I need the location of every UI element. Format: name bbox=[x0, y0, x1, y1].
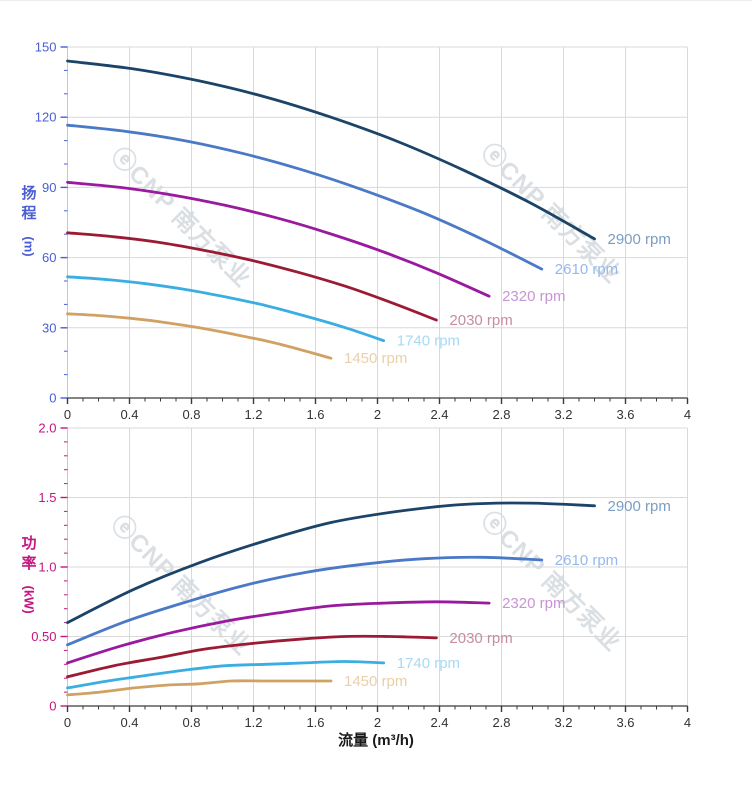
head-y-axis-title: 扬程 (m) bbox=[18, 184, 40, 257]
curve-label-1450-rpm: 1450 rpm bbox=[344, 673, 407, 690]
curve-label-2900-rpm: 2900 rpm bbox=[608, 231, 671, 248]
curve-1740-rpm bbox=[66, 660, 386, 690]
head-vs-flow-grid bbox=[67, 46, 688, 398]
x-tick-label: 2.8 bbox=[492, 715, 510, 730]
x-tick-label: 2 bbox=[374, 407, 381, 422]
y-tick-label: 0 bbox=[49, 699, 56, 714]
y-tick-label: 90 bbox=[42, 180, 56, 195]
flow-x-axis-title: 流量 (m³/h) bbox=[338, 732, 414, 749]
curve-2610-rpm bbox=[66, 123, 544, 271]
curve-2030-rpm bbox=[66, 634, 438, 679]
curve-label-2900-rpm: 2900 rpm bbox=[608, 498, 671, 515]
head-y-axis-unit: (m) bbox=[21, 235, 37, 257]
x-tick-label: 3.6 bbox=[616, 715, 634, 730]
x-tick-label: 0.8 bbox=[182, 715, 200, 730]
x-tick-label: 3.6 bbox=[616, 407, 634, 422]
head-vs-flow-x-axis: 0 0.4 0.8 1.2 1.6 2 2.4 2.8 3.2 3.6 4 bbox=[64, 397, 691, 422]
curve-label-1740-rpm: 1740 rpm bbox=[397, 333, 460, 350]
y-tick-label: 30 bbox=[42, 320, 56, 335]
curve-label-2610-rpm: 2610 rpm bbox=[555, 261, 618, 278]
y-tick-label: 60 bbox=[42, 250, 56, 265]
x-tick-label: 2.4 bbox=[430, 715, 448, 730]
head-vs-flow-chart: 0 30 60 90 120 150 0 0.4 0.8 1.2 1.6 2 2.4 2.8 3.2 3.6 4… bbox=[35, 40, 691, 423]
head-vs-flow-y-axis: 0 30 60 90 120 150 bbox=[35, 40, 68, 406]
curve-label-2030-rpm: 2030 rpm bbox=[449, 312, 512, 329]
curve-1740-rpm bbox=[66, 275, 386, 343]
x-tick-label: 0 bbox=[64, 407, 71, 422]
x-tick-label: 2 bbox=[374, 715, 381, 730]
x-tick-label: 2.8 bbox=[492, 407, 510, 422]
x-tick-label: 1.2 bbox=[244, 715, 262, 730]
power-y-axis-title-text: 功率 bbox=[21, 535, 37, 573]
x-tick-label: 1.2 bbox=[244, 407, 262, 422]
x-tick-label: 1.6 bbox=[306, 715, 324, 730]
curve-1450-rpm bbox=[66, 679, 333, 697]
curve-label-1740-rpm: 1740 rpm bbox=[397, 655, 460, 672]
curve-2900-rpm bbox=[66, 501, 596, 624]
y-tick-label: 120 bbox=[35, 110, 57, 125]
y-tick-label: 150 bbox=[35, 40, 57, 55]
curve-2320-rpm bbox=[66, 600, 491, 665]
power-vs-flow-grid bbox=[67, 427, 688, 706]
x-tick-label: 4 bbox=[684, 407, 691, 422]
curve-1450-rpm bbox=[66, 312, 333, 360]
curve-2900-rpm bbox=[66, 59, 596, 241]
curve-label-2030-rpm: 2030 rpm bbox=[449, 630, 512, 647]
x-tick-label: 3.2 bbox=[554, 407, 572, 422]
x-tick-label: 4 bbox=[684, 715, 691, 730]
y-tick-label: 1.5 bbox=[38, 490, 56, 505]
x-tick-label: 1.6 bbox=[306, 407, 324, 422]
y-tick-label: 1.0 bbox=[38, 560, 56, 575]
x-tick-label: 0.4 bbox=[120, 407, 138, 422]
y-tick-label: 0 bbox=[49, 391, 56, 406]
power-vs-flow-x-axis: 0 0.4 0.8 1.2 1.6 2 2.4 2.8 3.2 3.6 4 bbox=[64, 705, 691, 730]
power-vs-flow-y-axis: 0 0.50 1.0 1.5 2.0 bbox=[31, 421, 68, 714]
x-tick-label: 0.8 bbox=[182, 407, 200, 422]
x-tick-label: 3.2 bbox=[554, 715, 572, 730]
y-tick-label: 0.50 bbox=[31, 629, 56, 644]
power-y-axis-title: 功率 (kW) bbox=[18, 534, 40, 614]
head-y-axis-title-text: 扬程 bbox=[21, 185, 37, 223]
x-tick-label: 0 bbox=[64, 715, 71, 730]
power-y-axis-unit: (kW) bbox=[21, 585, 37, 614]
x-tick-label: 2.4 bbox=[430, 407, 448, 422]
curve-label-2610-rpm: 2610 rpm bbox=[555, 552, 618, 569]
x-tick-label: 0.4 bbox=[120, 715, 138, 730]
curve-2030-rpm bbox=[66, 231, 438, 322]
y-tick-label: 2.0 bbox=[38, 421, 56, 436]
curve-2610-rpm bbox=[66, 555, 544, 647]
curve-2320-rpm bbox=[66, 180, 491, 298]
curve-label-2320-rpm: 2320 rpm bbox=[502, 288, 565, 305]
curve-label-2320-rpm: 2320 rpm bbox=[502, 595, 565, 612]
power-vs-flow-chart: 0 0.50 1.0 1.5 2.0 0 0.4 0.8 1.2 1.6 2 2.4 2.8 3.2 3.6… bbox=[31, 421, 691, 731]
curve-label-1450-rpm: 1450 rpm bbox=[344, 350, 407, 367]
